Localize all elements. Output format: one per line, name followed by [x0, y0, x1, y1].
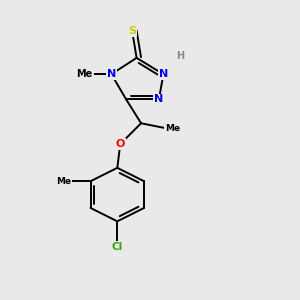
Text: O: O: [116, 139, 125, 149]
Text: Me: Me: [165, 124, 180, 133]
Text: Me: Me: [76, 69, 93, 79]
Text: H: H: [176, 51, 184, 62]
Text: N: N: [159, 69, 168, 79]
Text: S: S: [128, 26, 136, 36]
Text: Me: Me: [56, 177, 71, 186]
Text: Cl: Cl: [112, 242, 123, 252]
Text: N: N: [107, 69, 116, 79]
Text: N: N: [154, 94, 164, 104]
